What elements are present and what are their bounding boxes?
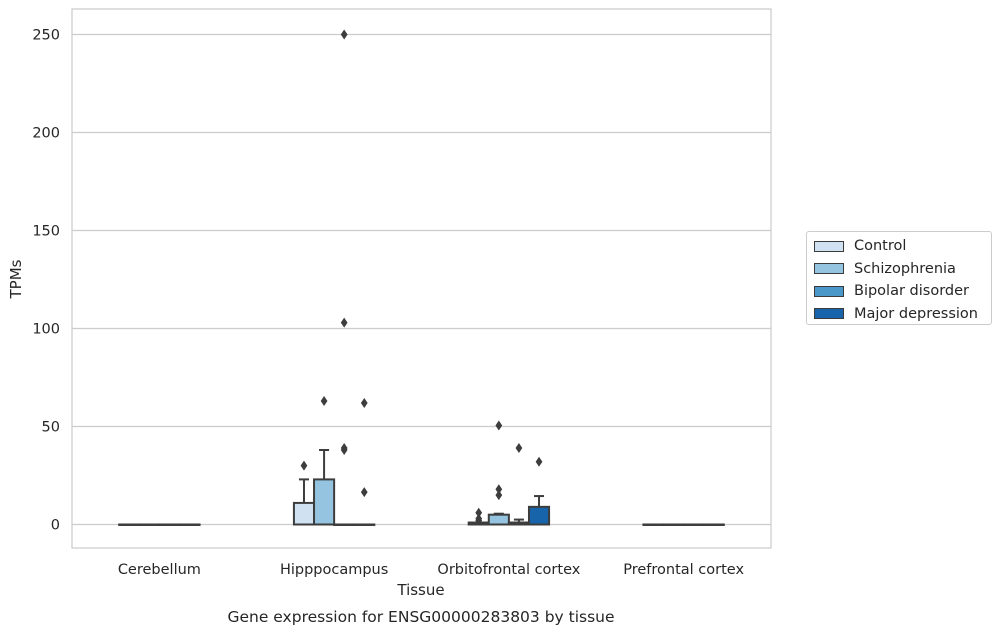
box-control: [292, 460, 316, 526]
y-tick-label: 250: [32, 27, 60, 43]
box-groups: [118, 29, 725, 526]
outlier-point: [340, 443, 348, 454]
outlier-point: [320, 396, 328, 406]
box: [487, 513, 510, 526]
legend-swatch: [814, 240, 844, 252]
outlier-point: [535, 456, 543, 467]
outlier-point: [495, 484, 503, 495]
plot-frame: [71, 8, 772, 549]
box-bipolar-disorder: [682, 523, 705, 526]
box-major-depression: [702, 523, 725, 526]
box-schizophrenia: [662, 523, 685, 526]
box-control: [467, 507, 490, 526]
outlier-point: [300, 460, 308, 471]
legend: Control Schizophrenia Bipolar disorder Majo…: [806, 231, 992, 325]
box-control: [118, 523, 141, 526]
y-tick-label: 50: [42, 419, 60, 435]
box-bipolar-disorder: [333, 29, 356, 526]
box-bipolar-disorder: [158, 523, 181, 526]
x-axis-label: Tissue: [396, 581, 444, 599]
x-tick-label: Cerebellum: [118, 562, 201, 578]
box-bipolar-disorder: [507, 443, 530, 526]
legend-swatch: [814, 263, 844, 274]
outlier-point: [495, 490, 503, 501]
legend-item: Control: [814, 237, 906, 255]
outlier-point: [475, 513, 483, 524]
box-major-depression: [527, 456, 551, 526]
y-tick-label: 150: [32, 223, 60, 239]
x-tick-labels: Cerebellum Hipppocampus Orbitofrontal cort…: [118, 562, 745, 578]
legend-label: Bipolar disorder: [854, 283, 969, 299]
grid-lines: [72, 33, 771, 526]
x-tick-label: Orbitofrontal cortex: [437, 562, 580, 578]
legend-item: Bipolar disorder: [814, 282, 969, 300]
legend-item: Schizophrenia: [814, 260, 956, 278]
outlier-point: [340, 317, 348, 328]
box-major-depression: [178, 523, 201, 526]
legend-item: Major depression: [814, 305, 978, 323]
outlier-point: [475, 507, 483, 518]
legend-label: Schizophrenia: [854, 260, 956, 277]
box-major-depression: [353, 397, 376, 526]
outlier-point: [360, 397, 368, 408]
x-tick-label: Hipppocampus: [280, 562, 388, 578]
box-schizophrenia: [313, 396, 336, 526]
box-schizophrenia: [138, 523, 161, 526]
outlier-point: [515, 443, 523, 454]
box: [292, 501, 316, 526]
y-axis-label: TPMs: [7, 259, 25, 299]
legend-label: Control: [854, 238, 907, 254]
outlier-point: [495, 420, 503, 431]
y-tick-label: 200: [32, 125, 60, 141]
box: [527, 505, 551, 526]
legend-swatch: [814, 308, 844, 319]
y-tick-label: 100: [32, 321, 60, 337]
box-schizophrenia: [487, 420, 510, 526]
outlier-point: [340, 29, 348, 40]
box: [313, 478, 336, 526]
outlier-point: [360, 487, 368, 498]
y-tick-labels: 0 50 100 150 200 250: [32, 27, 60, 533]
x-tick-label: Prefrontal cortex: [623, 562, 744, 578]
box-control: [642, 523, 665, 526]
legend-label: Major depression: [854, 305, 978, 322]
legend-swatch: [814, 285, 844, 297]
chart-caption: Gene expression for ENSG00000283803 by t…: [227, 608, 614, 626]
y-tick-label: 0: [51, 517, 60, 533]
